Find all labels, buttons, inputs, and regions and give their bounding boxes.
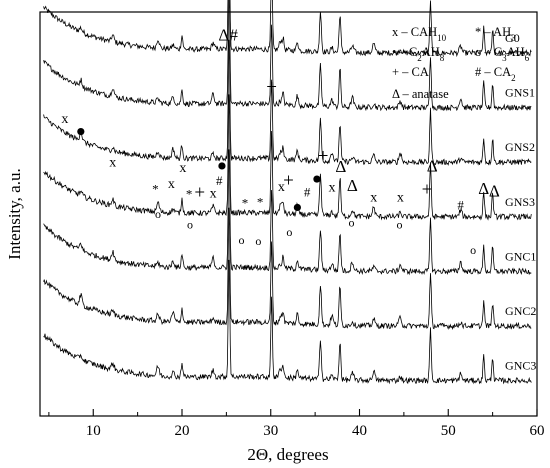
- marker-label: Δ#: [218, 25, 238, 44]
- marker-label: o: [155, 207, 161, 221]
- x-tick-label: 60: [530, 423, 545, 439]
- series-line-gnc3: [43, 259, 532, 385]
- y-axis-title: Intensity, a.u.: [5, 168, 24, 259]
- marker-label: +: [266, 77, 277, 98]
- marker-label: #: [457, 198, 464, 213]
- marker-label: #: [304, 185, 311, 200]
- marker-label: Δ: [427, 156, 438, 175]
- series-labels: G0 GNS1 GNS2 GNS3 GNC1 GNC2 GNC3: [505, 31, 536, 373]
- marker-label: x: [370, 190, 377, 205]
- marker-label: x: [109, 156, 116, 171]
- series-label-gnc3: GNC3: [505, 359, 536, 373]
- marker-dot: [313, 175, 321, 183]
- legend-entry: o – C3AH6: [475, 45, 530, 63]
- marker-label: o: [187, 218, 193, 232]
- marker-label: *: [186, 187, 193, 202]
- series-line-gns2: [43, 39, 532, 166]
- marker-label: o: [286, 225, 292, 239]
- marker-label: *: [257, 194, 264, 209]
- marker-label: +: [318, 146, 329, 167]
- marker-label: o: [349, 216, 355, 230]
- marker-label: *: [242, 195, 249, 210]
- series-curves: [43, 0, 532, 385]
- series-line-gns1: [43, 0, 532, 112]
- x-tick-label: 10: [86, 423, 101, 439]
- marker-dot: [218, 162, 226, 170]
- marker-label: x: [328, 181, 335, 196]
- marker-label: #: [216, 173, 223, 188]
- marker-label: Δ: [478, 179, 489, 198]
- x-tick-label: 50: [441, 423, 456, 439]
- series-label-gns3: GNS3: [505, 195, 535, 209]
- legend: x – CAH10 * – AH3 • – C2AH8 o – C3AH6 + – CA…: [392, 25, 530, 101]
- marker-label: Δ: [335, 157, 346, 176]
- legend-entry: Δ – anatase: [392, 87, 449, 101]
- marker-label: x: [210, 187, 217, 202]
- series-line-gnc1: [43, 149, 532, 276]
- legend-entry: x – CAH10: [392, 25, 447, 43]
- legend-entry: * – AH3: [475, 25, 516, 43]
- series-label-gns1: GNS1: [505, 86, 535, 100]
- marker-label: x: [168, 177, 175, 192]
- marker-label: Δ: [489, 182, 500, 201]
- series-label-gnc2: GNC2: [505, 304, 536, 318]
- x-tick-label: 20: [175, 423, 190, 439]
- legend-entry: # – CA2: [475, 65, 516, 83]
- legend-entry: + – CA: [392, 65, 429, 79]
- marker-label: o: [238, 233, 244, 247]
- plot-frame: [39, 11, 538, 417]
- marker-label: *: [152, 181, 159, 196]
- marker-label: x: [179, 161, 186, 176]
- x-tick-label: 40: [352, 423, 367, 439]
- marker-label: o: [255, 234, 261, 248]
- marker-label: Δ: [347, 176, 358, 195]
- series-label-gnc1: GNC1: [505, 249, 536, 263]
- series-label-g0: G0: [505, 31, 520, 45]
- marker-label: x: [397, 190, 404, 205]
- x-axis-title: 2Θ, degrees: [247, 445, 328, 464]
- x-tick-label: 30: [263, 423, 278, 439]
- marker-label: o: [470, 243, 476, 257]
- marker-label: +: [283, 171, 294, 192]
- legend-entry: • – C2AH8: [392, 45, 445, 63]
- marker-label: +: [194, 183, 205, 204]
- axis-ticks: 10 20 30 40 50 60: [48, 409, 545, 439]
- series-label-gns2: GNS2: [505, 140, 535, 154]
- marker-label: +: [422, 179, 433, 200]
- marker-dot: [77, 127, 85, 136]
- series-line-g0: [43, 0, 532, 58]
- series-line-gnc2: [43, 207, 532, 331]
- marker-dot: [293, 203, 301, 212]
- marker-label: x: [278, 180, 285, 195]
- series-line-gns3: [43, 94, 532, 221]
- marker-label: o: [396, 218, 402, 232]
- marker-label: x: [61, 112, 68, 127]
